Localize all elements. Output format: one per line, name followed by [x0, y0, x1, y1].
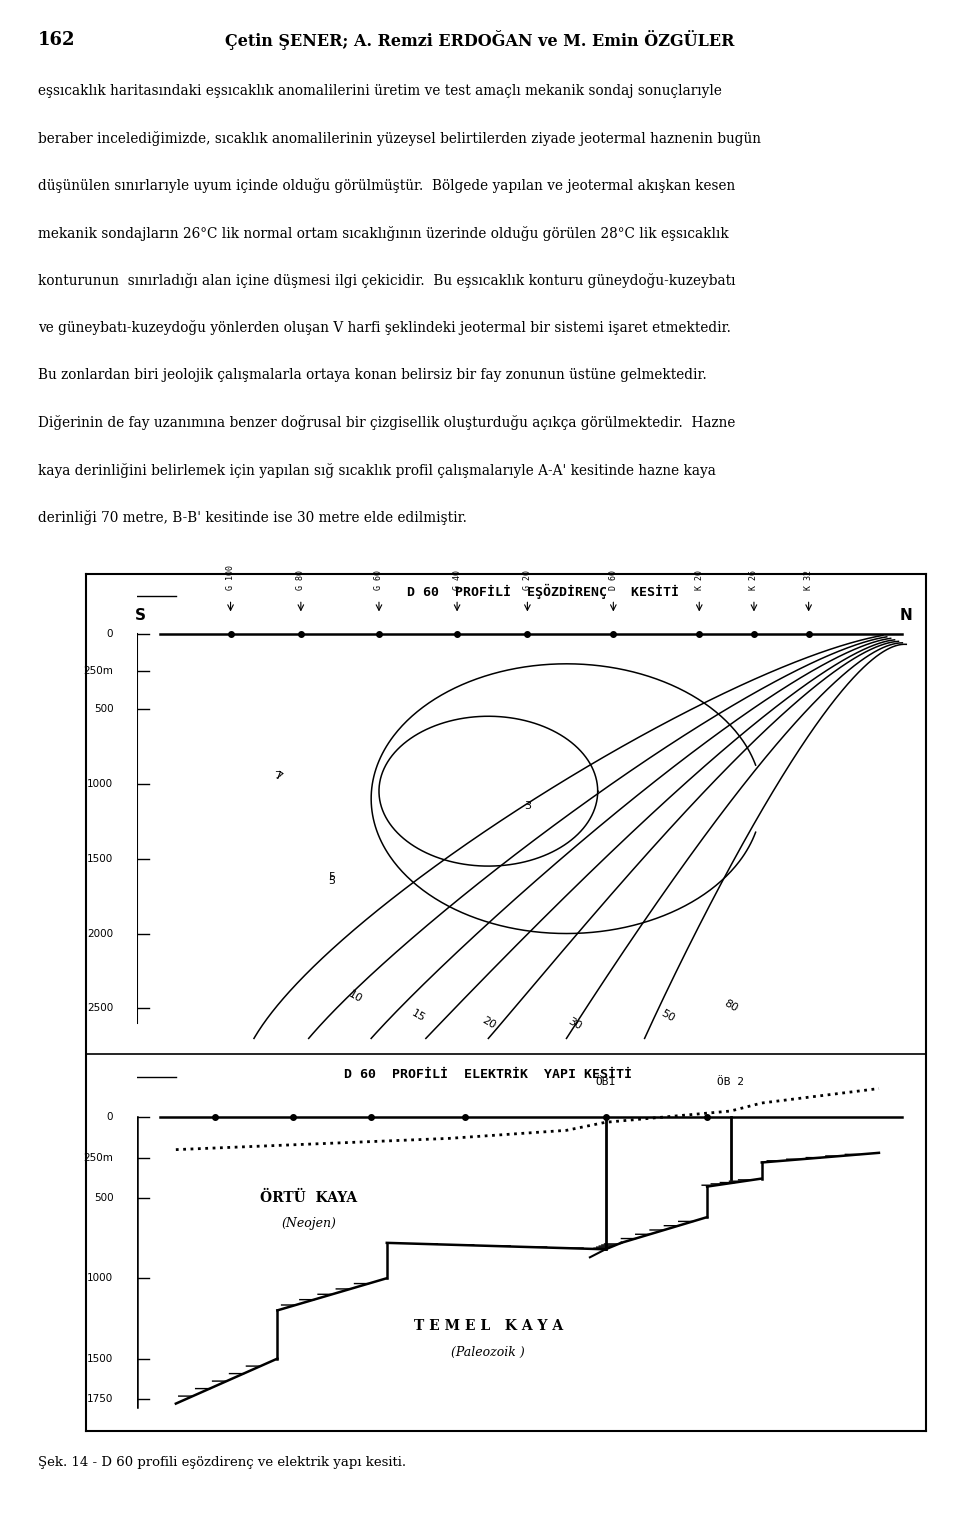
Text: 500: 500 [94, 1193, 113, 1203]
Text: konturunun  sınırladığı alan içine düşmesi ilgi çekicidir.  Bu eşsıcaklık kontur: konturunun sınırladığı alan içine düşmes… [38, 272, 736, 288]
Text: 3: 3 [524, 802, 531, 811]
Text: 0: 0 [107, 1112, 113, 1123]
Text: 50: 50 [660, 1008, 677, 1024]
Text: Çetin ŞENER; A. Remzi ERDOĞAN ve M. Emin ÖZGÜLER: Çetin ŞENER; A. Remzi ERDOĞAN ve M. Emin… [226, 29, 734, 50]
Text: 500: 500 [94, 704, 113, 715]
Text: 5: 5 [328, 877, 336, 886]
Text: mekanik sondajların 26°C lik normal ortam sıcaklığının üzerinde olduğu görülen 2: mekanik sondajların 26°C lik normal orta… [38, 225, 730, 240]
Text: 0: 0 [107, 629, 113, 640]
Text: ve güneybatı-kuzeydoğu yönlerden oluşan V harfi şeklindeki jeotermal bir sistemi: ve güneybatı-kuzeydoğu yönlerden oluşan … [38, 320, 732, 335]
Text: derinliği 70 metre, B-B' kesitinde ise 30 metre elde edilmiştir.: derinliği 70 metre, B-B' kesitinde ise 3… [38, 509, 468, 525]
Text: (Neojen): (Neojen) [281, 1216, 336, 1230]
Text: D 60: D 60 [609, 571, 618, 591]
Text: G 60: G 60 [374, 571, 383, 591]
Text: K 20: K 20 [695, 571, 704, 591]
Text: 30: 30 [565, 1016, 583, 1031]
Text: 2000: 2000 [87, 929, 113, 938]
Text: 80: 80 [722, 998, 739, 1013]
Text: G 20: G 20 [523, 571, 532, 591]
Text: 2500: 2500 [87, 1004, 113, 1013]
Text: ÖB 2: ÖB 2 [717, 1077, 744, 1086]
Text: 1750: 1750 [87, 1394, 113, 1405]
Text: 5: 5 [328, 872, 336, 881]
Text: 20: 20 [480, 1016, 497, 1031]
Text: S: S [135, 609, 146, 623]
Text: 10: 10 [347, 988, 364, 1004]
Text: G 40: G 40 [452, 571, 462, 591]
Text: eşsıcaklık haritasındaki eşsıcaklık anomalilerini üretim ve test amaçlı mekanik : eşsıcaklık haritasındaki eşsıcaklık anom… [38, 84, 722, 98]
Text: T E M E L   K A Y A: T E M E L K A Y A [414, 1319, 563, 1334]
Text: Bu zonlardan biri jeolojik çalışmalarla ortaya konan belirsiz bir fay zonunun üs: Bu zonlardan biri jeolojik çalışmalarla … [38, 369, 708, 382]
Text: düşünülen sınırlarıyle uyum içinde olduğu görülmüştür.  Bölgede yapılan ve jeote: düşünülen sınırlarıyle uyum içinde olduğ… [38, 177, 735, 193]
Text: 15: 15 [410, 1008, 426, 1024]
Text: N: N [900, 609, 913, 623]
Text: Şek. 14 - D 60 profili eşözdirenç ve elektrik yapı kesiti.: Şek. 14 - D 60 profili eşözdirenç ve ele… [38, 1457, 406, 1469]
Text: (Paleozoik ): (Paleozoik ) [451, 1346, 525, 1359]
Text: 162: 162 [37, 31, 75, 49]
Text: K 32: K 32 [804, 571, 813, 591]
Text: D 60  PROFİLİ  EŞÖZDİRENÇ   KESİTİ: D 60 PROFİLİ EŞÖZDİRENÇ KESİTİ [407, 584, 679, 600]
Text: Diğerinin de fay uzanımına benzer doğrusal bir çizgisellik oluşturduğu açıkça gö: Diğerinin de fay uzanımına benzer doğrus… [38, 415, 735, 430]
Text: 1500: 1500 [87, 1354, 113, 1363]
Text: 7: 7 [272, 770, 283, 782]
Text: D 60  PROFİLİ  ELEKTRİK  YAPI KESİTİ: D 60 PROFİLİ ELEKTRİK YAPI KESİTİ [345, 1068, 633, 1080]
Text: 250m: 250m [84, 666, 113, 676]
Text: ÖB1: ÖB1 [595, 1077, 615, 1086]
Text: 1000: 1000 [87, 779, 113, 788]
Text: G 80: G 80 [297, 571, 305, 591]
Text: ÖRTÜ  KAYA: ÖRTÜ KAYA [260, 1190, 357, 1206]
Text: 250m: 250m [84, 1152, 113, 1163]
Text: 1500: 1500 [87, 854, 113, 863]
Text: K 26: K 26 [750, 571, 758, 591]
Text: 7: 7 [274, 771, 281, 782]
Text: 1000: 1000 [87, 1273, 113, 1284]
Text: kaya derinliğini belirlemek için yapılan sığ sıcaklık profil çalışmalarıyle A-A': kaya derinliğini belirlemek için yapılan… [38, 462, 716, 477]
Text: G 100: G 100 [226, 566, 235, 591]
Text: beraber incelediğimizde, sıcaklık anomalilerinin yüzeysel belirtilerden ziyade j: beraber incelediğimizde, sıcaklık anomal… [38, 130, 761, 145]
